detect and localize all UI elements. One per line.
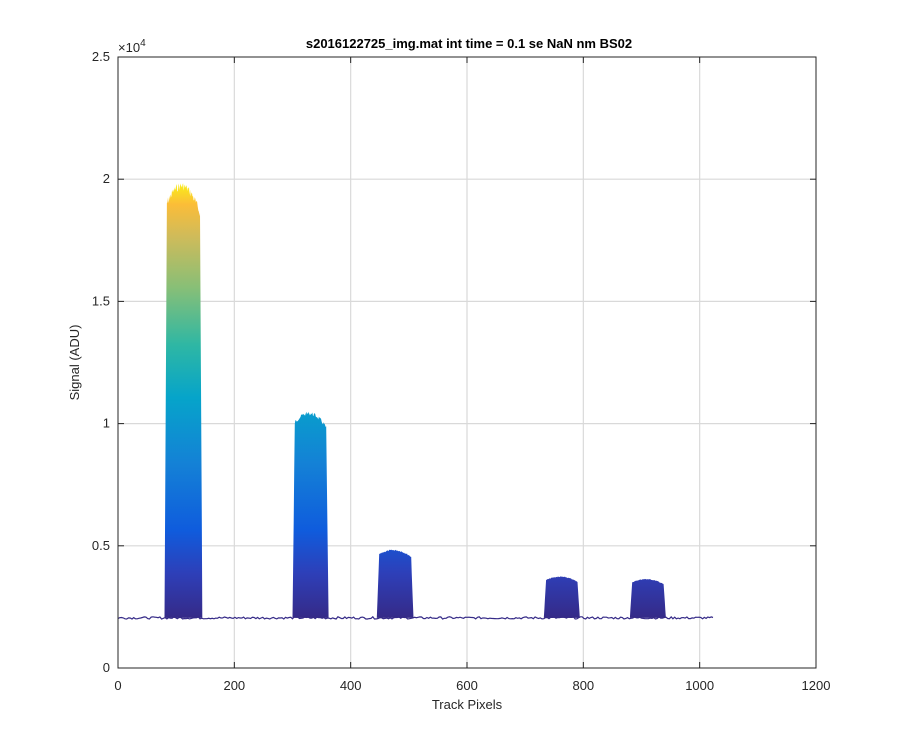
y-axis-label: Signal (ADU) xyxy=(67,325,82,401)
x-tick-label: 0 xyxy=(114,678,121,693)
axes: 0 200 400 600 800 1000 1200 0 0.5 1 1.5 2 2.5 xyxy=(92,49,831,693)
signal-band-1 xyxy=(164,183,203,618)
x-axis-label: Track Pixels xyxy=(432,697,503,712)
x-tick-label: 400 xyxy=(340,678,362,693)
y-tick-label: 2 xyxy=(103,171,110,186)
chart-title: s2016122725_img.mat int time = 0.1 se Na… xyxy=(306,36,632,51)
y-exponent-base: ×10 xyxy=(118,40,140,55)
y-tick-label: 0 xyxy=(103,660,110,675)
y-exponent-power: 4 xyxy=(140,38,146,49)
x-tick-label: 600 xyxy=(456,678,478,693)
x-tick-label: 1000 xyxy=(685,678,714,693)
y-tick-label: 1.5 xyxy=(92,293,110,308)
signal-band-4 xyxy=(543,576,581,618)
signal-band-3 xyxy=(376,549,415,618)
data-layer xyxy=(117,183,714,620)
y-tick-label: 0.5 xyxy=(92,538,110,553)
grid-lines xyxy=(118,57,816,668)
signal-band-5 xyxy=(629,578,667,618)
x-tick-label: 800 xyxy=(572,678,594,693)
baseline-trace xyxy=(117,615,714,620)
x-tick-label: 1200 xyxy=(802,678,831,693)
signal-band-2 xyxy=(291,411,330,618)
y-tick-label: 1 xyxy=(103,416,110,431)
y-tick-label: 2.5 xyxy=(92,49,110,64)
y-exponent-label: ×104 xyxy=(118,38,146,55)
x-tick-label: 200 xyxy=(223,678,245,693)
